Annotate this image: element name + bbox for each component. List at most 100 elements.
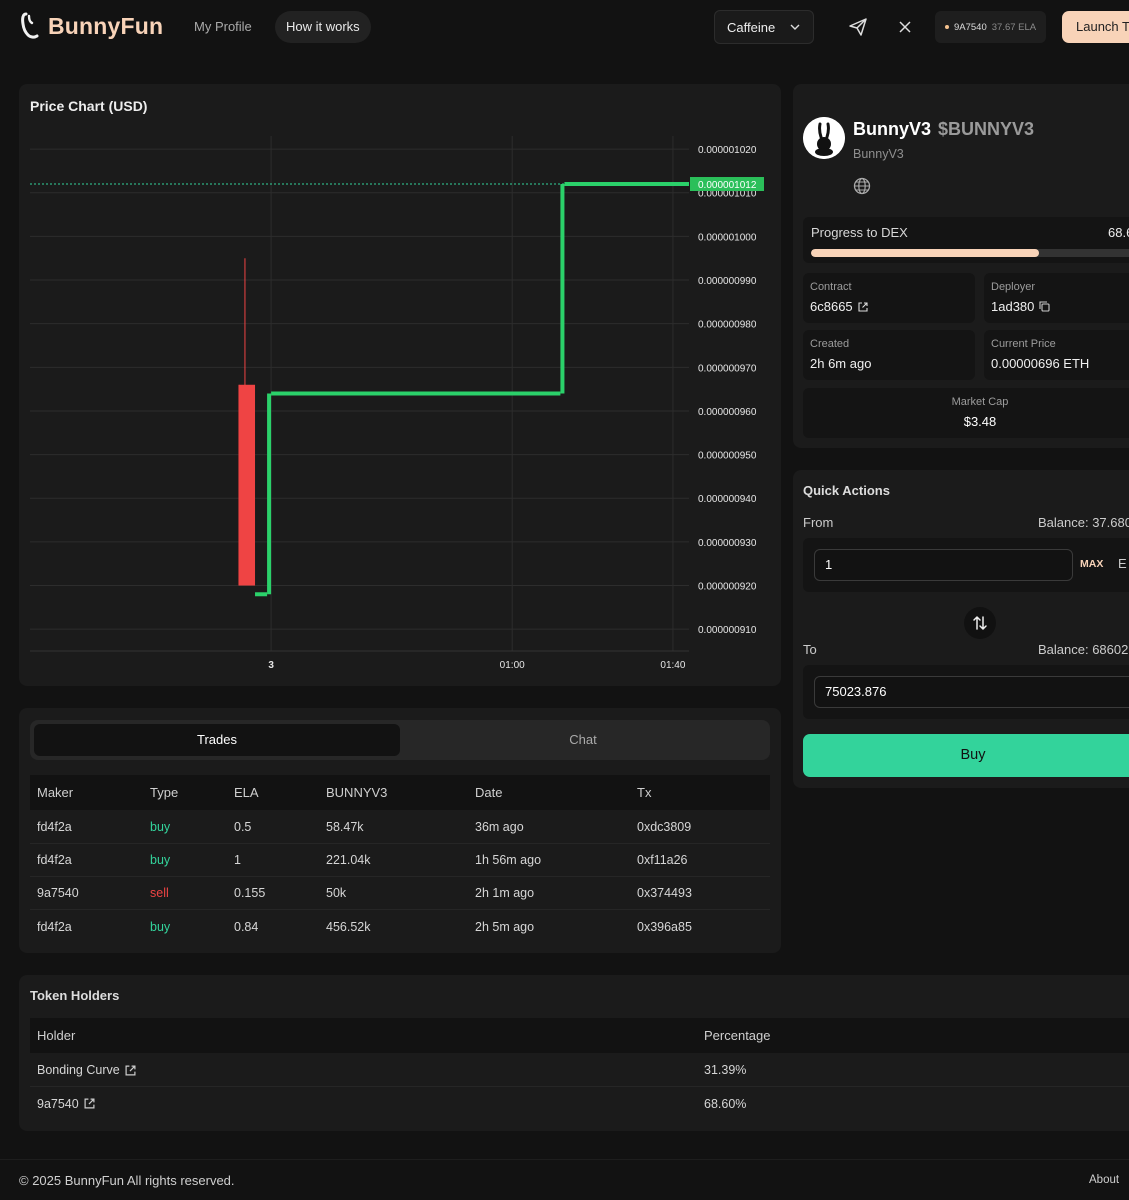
y-tick-label: 0.000000980 (698, 320, 757, 331)
market-cap-cell: Market Cap $3.48 (803, 388, 1129, 438)
chart-title: Price Chart (USD) (30, 98, 148, 114)
trade-tx[interactable]: 0x396a85 (637, 919, 692, 934)
current-price-tag (690, 177, 764, 192)
y-tick-label: 0.000000990 (698, 276, 757, 287)
buy-button[interactable]: Buy (803, 734, 1129, 777)
x-tick-label: 3 (268, 660, 274, 671)
price-candle (564, 182, 689, 187)
brand-logo[interactable]: BunnyFun (20, 12, 163, 40)
holder-name: 9a7540 (37, 1096, 79, 1111)
external-link-icon (858, 301, 868, 312)
token-holders-panel: Token Holders Holder Percentage Bonding … (19, 975, 1129, 1131)
launch-token-button[interactable]: Launch To (1062, 11, 1129, 43)
contract-link[interactable]: 6c8665 (810, 299, 868, 314)
trade-date: 1h 56m ago (475, 853, 542, 867)
chevron-down-icon (790, 24, 800, 30)
progress-track (811, 249, 1129, 257)
y-tick-label: 0.000000930 (698, 538, 757, 549)
from-label: From (803, 515, 834, 530)
deployer-copy[interactable]: 1ad380 (991, 299, 1050, 314)
trade-maker[interactable]: fd4f2a (37, 919, 72, 934)
col-type: Type (150, 785, 179, 800)
max-button[interactable]: MAX (1080, 558, 1104, 570)
wallet-status-dot (945, 25, 949, 29)
trade-type: buy (150, 820, 171, 834)
trade-tx[interactable]: 0x374493 (637, 886, 692, 900)
x-tick-label: 01:00 (500, 660, 525, 671)
bunny-avatar-icon (803, 117, 845, 159)
col-percentage: Percentage (704, 1028, 771, 1043)
network-select[interactable]: Caffeine (714, 10, 814, 44)
wallet-address: 9A7540 (954, 21, 987, 33)
trade-date: 2h 1m ago (475, 886, 535, 900)
holders-title: Token Holders (30, 988, 120, 1003)
x-tick-label: 01:40 (660, 660, 685, 671)
trade-maker[interactable]: 9a7540 (37, 886, 79, 900)
nav-my-profile[interactable]: My Profile (194, 19, 252, 34)
price-chart[interactable]: 0.000001020 0.000001010 0.000001000 0.00000… (19, 84, 781, 686)
to-box: 75023.876 (803, 665, 1129, 719)
trades-panel: Trades Chat Maker Type ELA BUNNYV3 Date … (19, 708, 781, 953)
external-link-icon (84, 1098, 95, 1109)
table-row[interactable]: 9a7540 sell 0.155 50k 2h 1m ago 0x374493 (30, 877, 770, 910)
token-avatar (803, 117, 845, 159)
current-price-value: 0.00000696 ETH (991, 356, 1090, 371)
table-row: 9a7540 68.60% (30, 1087, 1129, 1120)
globe-icon[interactable] (853, 177, 871, 195)
holders-table-header: Holder Percentage (30, 1018, 1129, 1053)
trade-tx[interactable]: 0xf11a26 (637, 853, 688, 867)
created-value: 2h 6m ago (810, 356, 872, 371)
x-twitter-icon[interactable] (892, 14, 918, 40)
trade-bunny: 221.04k (326, 853, 371, 867)
holder-link[interactable]: Bonding Curve (37, 1054, 136, 1086)
trade-type: buy (150, 919, 171, 934)
holder-link[interactable]: 9a7540 (37, 1087, 95, 1120)
trades-tabs: Trades Chat (30, 720, 770, 760)
col-holder: Holder (37, 1028, 76, 1043)
current-price-tag-label: 0.000001012 (698, 180, 757, 191)
to-label: To (803, 642, 817, 657)
deployer-cell: Deployer 1ad380 (984, 273, 1129, 323)
trade-type: sell (150, 886, 169, 900)
brand-name: BunnyFun (48, 12, 164, 39)
from-unit: E (1118, 556, 1127, 571)
trade-bunny: 456.52k (326, 919, 371, 934)
col-date: Date (475, 785, 503, 800)
footer-about-link[interactable]: About (1089, 1174, 1120, 1186)
trade-tx[interactable]: 0xdc3809 (637, 820, 692, 834)
table-row[interactable]: fd4f2a buy 1 221.04k 1h 56m ago 0xf11a26 (30, 844, 770, 877)
table-row[interactable]: fd4f2a buy 0.84 456.52k 2h 5m ago 0x396a… (30, 910, 770, 943)
progress-label: Progress to DEX (811, 225, 908, 240)
holder-percentage: 31.39% (704, 1063, 747, 1077)
trade-date: 2h 5m ago (475, 919, 535, 934)
from-amount-input[interactable]: 1 (814, 549, 1073, 581)
price-chart-panel: Price Chart (USD) 0.000001020 0.000001010… (19, 84, 781, 686)
to-amount-input[interactable]: 75023.876 (814, 676, 1129, 708)
to-balance: Balance: 686026 (1038, 642, 1129, 657)
table-row[interactable]: fd4f2a buy 0.5 58.47k 36m ago 0xdc3809 (30, 811, 770, 844)
created-label: Created (810, 338, 850, 350)
bunny-logo-icon (21, 12, 39, 39)
trade-date: 36m ago (475, 820, 524, 834)
contract-cell: Contract 6c8665 (803, 273, 975, 323)
nav-how-it-works[interactable]: How it works (275, 11, 371, 43)
tab-chat[interactable]: Chat (569, 732, 597, 747)
telegram-icon[interactable] (845, 14, 871, 40)
y-tick-label: 0.000000950 (698, 451, 757, 462)
y-tick-label: 0.000001000 (698, 232, 757, 243)
tab-trades[interactable]: Trades (34, 724, 400, 756)
network-select-value: Caffeine (727, 19, 776, 35)
swap-direction-button[interactable] (964, 607, 996, 639)
trade-maker[interactable]: fd4f2a (37, 820, 72, 834)
y-tick-label: 0.000001010 (698, 189, 757, 200)
contract-label: Contract (810, 281, 852, 293)
y-tick-label: 0.000000910 (698, 625, 757, 636)
market-cap-value: $3.48 (963, 414, 997, 429)
trade-maker[interactable]: fd4f2a (37, 853, 72, 867)
wallet-button[interactable]: 9A7540 37.67 ELA (935, 11, 1047, 43)
progress-fill (811, 249, 1039, 257)
trade-ela: 0.5 (234, 820, 252, 834)
trades-table-header: Maker Type ELA BUNNYV3 Date Tx (30, 775, 770, 810)
market-cap-label: Market Cap (951, 396, 1009, 408)
table-row: Bonding Curve 31.39% (30, 1054, 1129, 1087)
